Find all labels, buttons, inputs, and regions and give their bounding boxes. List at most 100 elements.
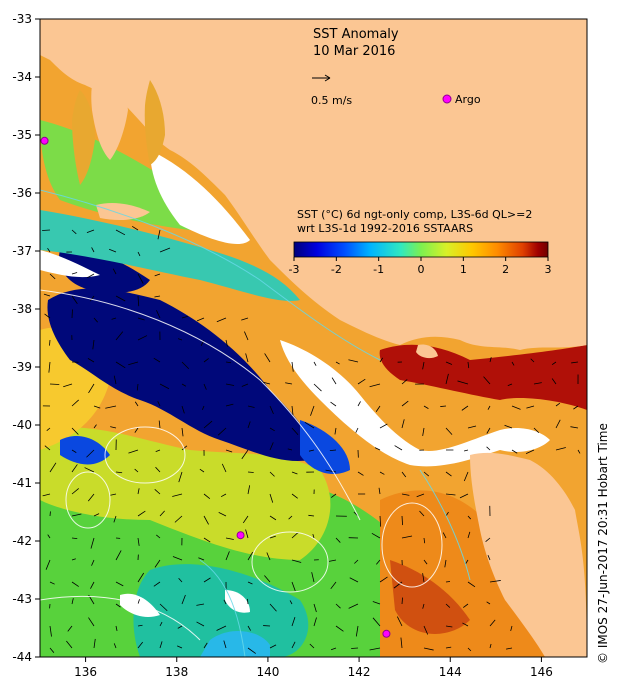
current-vector: [445, 581, 451, 583]
current-vector: [396, 616, 403, 627]
y-axis: -33 -34 -35 -36 -37 -38 -39 -40 -41 -42 -43 -44: [12, 12, 40, 664]
anomaly-region-red-warm: [379, 344, 587, 410]
current-vector: [43, 293, 51, 297]
current-vector: [291, 493, 298, 499]
current-vector: [483, 376, 491, 385]
current-vector: [115, 295, 126, 302]
current-vector: [269, 644, 277, 649]
current-vector: [423, 559, 428, 565]
current-vector: [203, 642, 208, 649]
land-kangaroo-island: [96, 202, 150, 220]
current-vector: [113, 643, 117, 649]
current-vector: [181, 445, 188, 451]
current-vector: [291, 471, 298, 475]
current-vector: [93, 638, 96, 649]
current-vector: [401, 419, 405, 429]
current-vector: [159, 621, 163, 627]
vector-scale-arrow: [312, 74, 331, 82]
y-tick-label: -36: [12, 186, 32, 200]
current-vector: [203, 537, 211, 543]
current-vector: [113, 515, 117, 523]
current-vector: [533, 382, 542, 385]
current-vector: [86, 273, 95, 279]
current-vector: [487, 405, 491, 410]
current-vector: [71, 581, 79, 587]
current-vector: [225, 551, 230, 561]
current-vector: [225, 403, 234, 407]
current-vector: [467, 425, 477, 429]
current-vector: [445, 493, 456, 496]
current-vector: [330, 647, 337, 651]
current-vector: [357, 401, 361, 407]
current-vector: [486, 427, 491, 434]
current-vector: [241, 449, 249, 460]
current-vector: [203, 515, 209, 525]
anomaly-region-shelf-strip: [40, 210, 300, 301]
current-vector: [467, 531, 471, 539]
current-vector: [573, 405, 579, 410]
argo-legend-icon: [442, 94, 452, 104]
current-vector: [172, 493, 183, 497]
x-tick-label: 138: [165, 665, 188, 679]
current-vector: [89, 295, 95, 302]
vector-scale-label: 0.5 m/s: [311, 94, 352, 107]
y-tick-label: -33: [12, 12, 32, 26]
current-vector: [504, 424, 513, 429]
current-vector: [115, 229, 126, 236]
current-vector: [221, 463, 227, 473]
current-vector: [247, 405, 255, 408]
current-vector: [154, 273, 161, 277]
current-vector: [196, 621, 205, 627]
current-vector: [330, 401, 337, 407]
current-vector: [445, 361, 453, 365]
current-vector: [401, 597, 403, 605]
x-tick-label: 140: [256, 665, 279, 679]
shelf-contours: [40, 189, 471, 657]
gulf-st-vincent: [144, 80, 165, 165]
current-vector: [137, 335, 148, 341]
y-tick-label: -37: [12, 244, 32, 258]
current-vector: [393, 581, 403, 589]
current-vector: [530, 358, 535, 363]
current-vector: [349, 577, 359, 583]
current-vector: [357, 471, 364, 476]
current-vector: [551, 378, 557, 385]
current-vector: [241, 317, 249, 321]
current-vector: [378, 487, 381, 495]
current-vector: [462, 622, 469, 627]
colorbar-label-2: wrt L3S-1d 1992-2016 SSTAARS: [297, 222, 473, 235]
current-vector: [422, 603, 425, 609]
current-vector: [467, 581, 476, 588]
current-vector: [489, 619, 496, 627]
current-vector: [45, 559, 51, 570]
anomaly-region-darkorange-southeast: [390, 560, 470, 634]
current-vector: [203, 420, 213, 429]
current-vector: [577, 449, 581, 454]
current-vector: [181, 594, 186, 605]
current-vector: [49, 625, 52, 637]
current-vector: [485, 537, 491, 543]
current-vector: [348, 603, 359, 609]
current-vector: [264, 353, 271, 363]
current-vector: [308, 449, 315, 452]
current-vector: [134, 401, 139, 407]
current-vector: [507, 383, 513, 387]
current-vector: [128, 449, 139, 454]
current-vector: [198, 557, 205, 561]
current-vector: [445, 625, 453, 628]
current-vector: [71, 513, 82, 517]
current-vector: [291, 531, 299, 539]
current-vector: [463, 471, 469, 482]
missing-data-south: [120, 593, 160, 617]
current-vector: [115, 471, 123, 474]
current-vector: [419, 510, 425, 517]
current-vector: [137, 251, 141, 257]
anomaly-region-yellowgreen: [40, 427, 331, 560]
current-vector: [269, 471, 275, 477]
current-vector: [49, 647, 55, 653]
current-vector: [49, 581, 55, 585]
anomaly-region-lightblue-patch: [200, 630, 270, 657]
current-vector: [369, 647, 381, 651]
current-vector: [355, 625, 359, 637]
current-vector: [88, 617, 95, 627]
